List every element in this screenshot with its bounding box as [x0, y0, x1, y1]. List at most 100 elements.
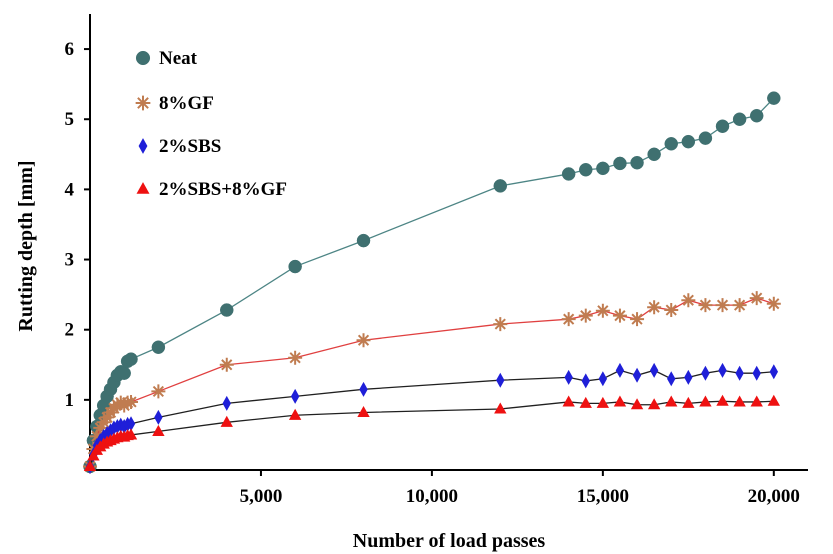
axes: 1 2 3 4 5 6 5,000 10,000 15,000 20,000 [65, 14, 808, 507]
data-point-2-sbs [718, 362, 727, 378]
data-point-8-gf [96, 415, 111, 430]
data-point-8-gf [612, 308, 627, 323]
data-point-neat [767, 91, 781, 105]
data-point-2-sbs-8-gf [630, 398, 644, 410]
data-point-2-sbs-8-gf [767, 394, 780, 406]
data-point-8-gf [93, 420, 108, 435]
legend-label-2-sbs: 2%SBS [159, 136, 221, 157]
y-tick-label: 2 [65, 320, 75, 341]
data-point-2-sbs-8-gf [152, 424, 165, 436]
data-point-2-sbs-8-gf [83, 459, 97, 472]
data-point-2-sbs-8-gf [613, 395, 627, 407]
data-point-2-sbs [667, 371, 676, 387]
data-point-2-sbs [564, 369, 573, 385]
data-point-2-sbs [632, 367, 642, 383]
x-tick-label: 10,000 [406, 486, 458, 507]
series-2-sbs [85, 362, 779, 474]
data-point-2-sbs [752, 365, 761, 381]
data-point-2-sbs [598, 371, 608, 387]
x-tick-label: 5,000 [240, 486, 283, 507]
data-point-2-sbs [290, 388, 300, 404]
data-point-2-sbs-8-gf [288, 408, 302, 420]
data-point-8-gf [561, 312, 576, 327]
y-tick-label: 6 [65, 39, 75, 60]
legend-label-8-gf: 8%GF [159, 93, 214, 114]
data-point-8-gf [681, 293, 696, 308]
legend-marker-2-sbs [138, 138, 148, 154]
data-point-neat [613, 156, 627, 171]
data-point-2-sbs [615, 362, 625, 378]
data-point-8-gf [630, 312, 645, 327]
data-point-neat [493, 179, 508, 193]
data-point-8-gf [151, 384, 166, 399]
data-point-2-sbs [106, 423, 115, 439]
legend: Neat 8%GF 2%SBS 2%SBS+8%GF [135, 48, 287, 200]
data-point-2-sbs-8-gf [596, 396, 610, 408]
data-point-neat [561, 167, 576, 181]
data-point-2-sbs [496, 372, 505, 388]
series-8-gf [83, 291, 781, 474]
data-point-8-gf [766, 296, 781, 311]
data-point-2-sbs [769, 364, 779, 380]
data-point-2-sbs [649, 362, 659, 378]
legend-marker-2-sbs-8-gf [136, 182, 150, 194]
plot-area [83, 91, 781, 474]
data-point-neat [151, 340, 166, 354]
data-point-8-gf [647, 300, 662, 315]
data-point-neat [124, 352, 138, 366]
data-point-2-sbs-8-gf [682, 396, 695, 408]
x-axis-title: Number of load passes [353, 530, 546, 552]
y-ticks: 1 2 3 4 5 6 [65, 39, 90, 411]
data-point-2-sbs-8-gf [87, 449, 100, 461]
data-point-2-sbs [222, 395, 231, 411]
data-point-8-gf [493, 317, 508, 332]
data-point-8-gf [595, 303, 610, 318]
data-point-neat [681, 134, 696, 149]
data-point-2-sbs-8-gf [494, 402, 507, 414]
data-point-8-gf [288, 350, 303, 365]
data-point-2-sbs-8-gf [699, 395, 712, 407]
data-point-neat [715, 119, 730, 133]
legend-marker-8-gf [135, 95, 151, 111]
data-point-2-sbs-8-gf [647, 398, 661, 410]
data-point-8-gf [749, 291, 764, 306]
data-point-8-gf [698, 298, 713, 313]
data-point-2-sbs-8-gf [733, 395, 746, 407]
data-point-neat [220, 303, 234, 317]
series-line-2-sbs-8-gf [89, 400, 774, 467]
data-point-8-gf [578, 308, 593, 323]
data-point-2-sbs [126, 416, 136, 432]
y-axis-title: Rutting depth [mm] [15, 160, 37, 331]
data-point-neat [579, 162, 593, 177]
y-tick-label: 3 [65, 250, 75, 271]
data-point-2-sbs [154, 409, 163, 425]
data-point-2-sbs-8-gf [357, 405, 370, 418]
series-2-sbs-8-gf [83, 394, 780, 472]
data-point-2-sbs-8-gf [579, 396, 592, 408]
data-point-2-sbs-8-gf [124, 428, 138, 440]
data-point-neat [664, 137, 678, 151]
data-point-2-sbs [735, 365, 744, 381]
data-point-2-sbs [359, 381, 368, 397]
data-point-neat [288, 259, 302, 274]
x-ticks: 5,000 10,000 15,000 20,000 [240, 470, 800, 507]
legend-label-neat: Neat [159, 48, 198, 69]
y-tick-label: 5 [65, 109, 75, 130]
data-point-2-sbs [701, 365, 710, 381]
data-point-2-sbs [581, 373, 590, 389]
data-point-neat [732, 112, 747, 126]
x-tick-label: 15,000 [577, 486, 629, 507]
data-point-neat [117, 366, 131, 380]
data-point-neat [749, 108, 764, 123]
data-point-neat [596, 161, 610, 176]
data-point-8-gf [219, 357, 234, 372]
legend-marker-neat [135, 50, 151, 66]
data-point-2-sbs [113, 419, 122, 435]
data-point-neat [698, 131, 713, 145]
data-point-8-gf [89, 429, 104, 444]
data-point-2-sbs-8-gf [220, 415, 233, 427]
data-point-neat [356, 233, 371, 248]
data-point-8-gf [356, 333, 371, 348]
data-point-8-gf [124, 394, 139, 409]
data-point-2-sbs [684, 369, 693, 385]
